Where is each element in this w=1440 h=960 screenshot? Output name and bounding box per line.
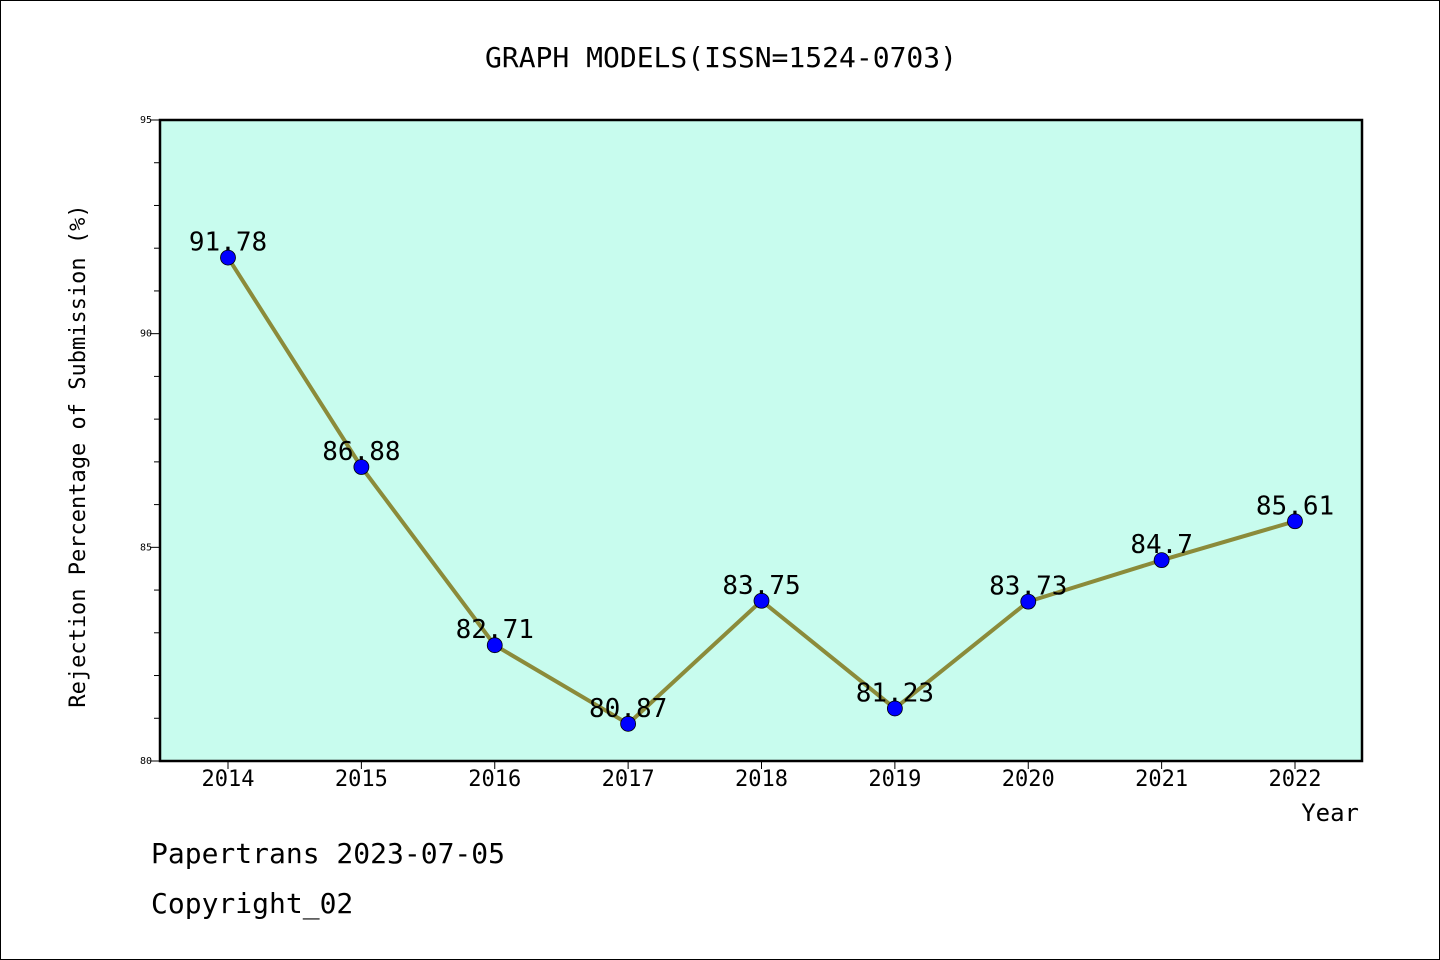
y-tick-label: 90 — [140, 329, 152, 340]
data-label: 85.61 — [1256, 491, 1334, 521]
x-axis-label: Year — [1301, 799, 1359, 827]
x-tick-label: 2019 — [868, 767, 921, 792]
chart-title: GRAPH MODELS(ISSN=1524-0703) — [485, 41, 957, 74]
data-point — [1153, 552, 1170, 569]
data-label: 82.71 — [456, 615, 534, 645]
data-point — [886, 700, 903, 717]
x-axis-ticks: 2014 2015 2016 2017 2018 2019 2020 2021 2022 — [202, 761, 1322, 792]
y-tick-label: 95 — [140, 115, 152, 126]
series-layer: 91.78 86.88 82.71 80.87 83.75 81.23 83.73 84.7 8… — [189, 228, 1334, 732]
plot-area — [158, 118, 1364, 763]
data-point — [1287, 513, 1303, 530]
data-point — [220, 249, 236, 266]
x-tick-label: 2017 — [602, 767, 655, 792]
data-point — [753, 592, 770, 609]
x-tick-label: 2015 — [335, 767, 388, 792]
footer-copyright: Copyright_02 — [151, 887, 354, 920]
data-label: 80.87 — [589, 694, 667, 724]
data-label: 86.88 — [322, 437, 400, 467]
x-tick-label: 2014 — [202, 767, 255, 792]
data-point — [1020, 593, 1037, 610]
y-axis-ticks: 80 85 90 95 — [140, 115, 160, 767]
data-point — [486, 637, 503, 654]
x-tick-label: 2018 — [735, 767, 788, 792]
y-tick-label: 85 — [140, 542, 152, 553]
data-point — [620, 715, 637, 732]
data-label: 83.75 — [722, 571, 800, 601]
data-label: 84.7 — [1130, 530, 1193, 560]
footer-date: Papertrans 2023-07-05 — [151, 837, 506, 870]
x-tick-label: 2016 — [468, 767, 521, 792]
x-tick-label: 2022 — [1269, 767, 1322, 792]
y-axis-label: Rejection Percentage of Submission (%) — [66, 204, 91, 707]
x-tick-label: 2020 — [1002, 767, 1055, 792]
data-label: 91.78 — [189, 228, 267, 258]
y-tick-label: 80 — [140, 756, 152, 767]
data-point — [353, 459, 370, 475]
data-label: 81.23 — [856, 678, 934, 708]
x-tick-label: 2021 — [1135, 767, 1188, 792]
data-label: 83.73 — [989, 572, 1067, 602]
